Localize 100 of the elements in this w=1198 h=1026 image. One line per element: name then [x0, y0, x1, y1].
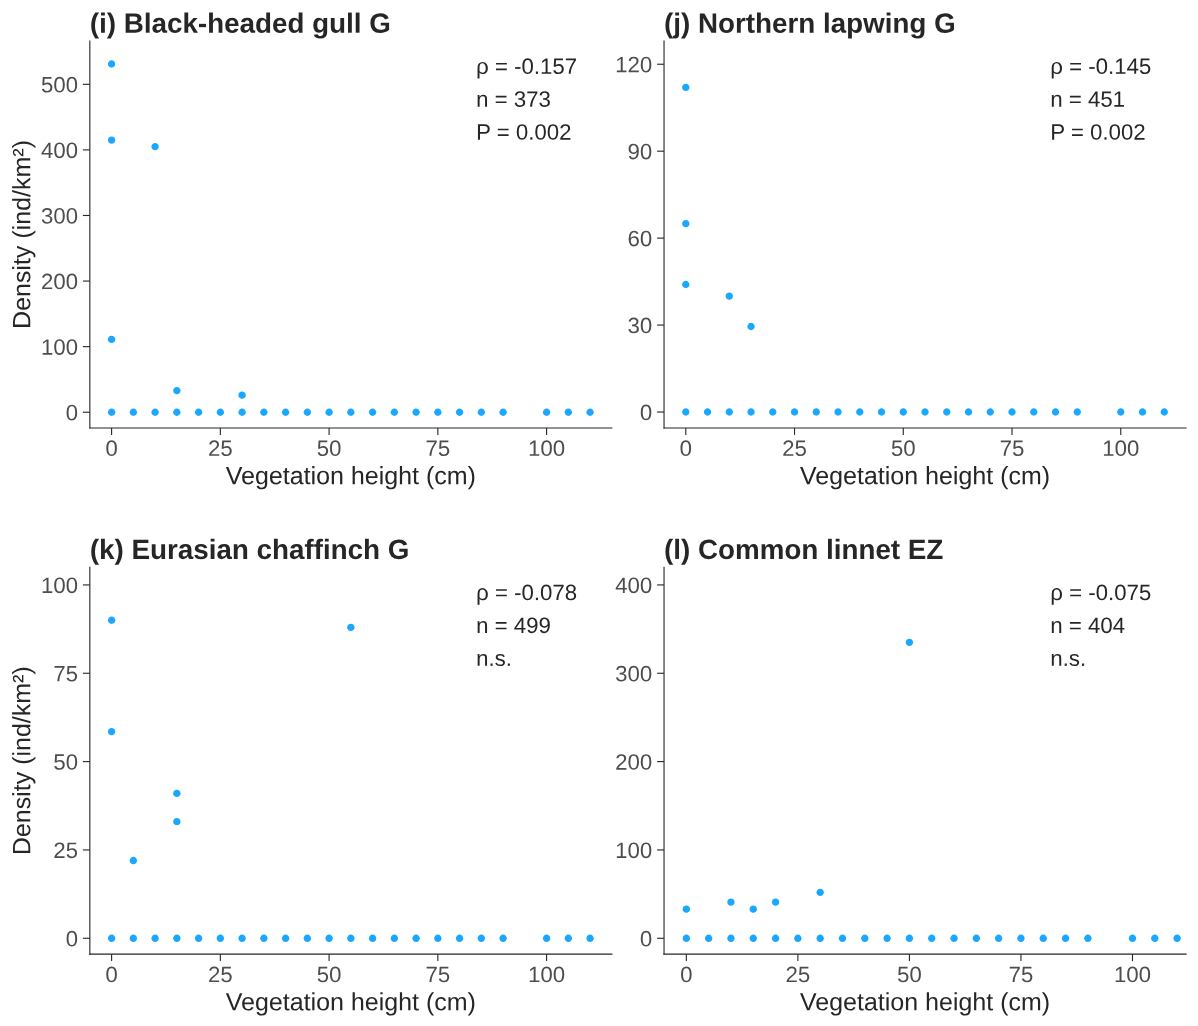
point: [151, 934, 159, 942]
point: [1030, 408, 1038, 416]
point: [173, 934, 181, 942]
point: [542, 934, 551, 942]
point: [216, 934, 225, 942]
point: [151, 142, 159, 151]
point: [1008, 408, 1016, 416]
y-tick-label: 120: [616, 56, 652, 73]
point: [564, 934, 573, 942]
point: [281, 408, 290, 416]
y-tick-label: 50: [54, 754, 78, 770]
point: [173, 789, 181, 798]
x-axis-title: Vegetation height (cm): [800, 466, 1049, 490]
point: [129, 856, 138, 865]
point: [499, 934, 507, 942]
x-tick-label: 50: [897, 966, 921, 983]
point: [477, 408, 486, 416]
point: [725, 292, 733, 300]
point: [682, 905, 691, 913]
point: [281, 934, 290, 942]
annotation: P = 0.002: [1052, 124, 1145, 140]
point: [1061, 934, 1070, 942]
point: [107, 136, 116, 144]
annotation: n = 404: [1051, 617, 1125, 634]
point: [390, 934, 399, 942]
point: [1138, 408, 1147, 416]
y-tick-label: 100: [42, 339, 78, 355]
point: [1017, 934, 1025, 942]
point: [838, 934, 847, 942]
annotation: ρ = -0.078: [477, 584, 577, 605]
y-tick-label: 500: [41, 76, 78, 93]
point: [542, 408, 551, 416]
point: [816, 888, 824, 897]
annotation: n.s.: [477, 653, 510, 667]
point: [994, 934, 1003, 942]
x-axis-title: Vegetation height (cm): [225, 992, 475, 1016]
point: [883, 934, 891, 942]
point: [368, 408, 377, 416]
x-tick-label: 0: [106, 440, 117, 457]
point: [771, 898, 780, 906]
point: [682, 934, 691, 942]
point: [921, 408, 929, 416]
point: [107, 934, 116, 942]
y-tick-label: 100: [616, 842, 652, 859]
point: [972, 934, 981, 942]
y-tick-label: 90: [628, 143, 652, 160]
annotation: ρ = -0.157: [477, 58, 576, 79]
point: [238, 408, 246, 416]
x-tick-label: 25: [783, 440, 806, 457]
point: [347, 934, 355, 942]
point: [1073, 408, 1081, 416]
point: [216, 408, 225, 416]
point: [173, 408, 181, 416]
x-tick-label: 50: [317, 440, 341, 457]
point: [107, 727, 116, 736]
point: [1051, 408, 1060, 416]
y-tick-label: 0: [640, 404, 652, 421]
x-tick-label: 75: [1009, 966, 1033, 983]
x-tick-label: 100: [529, 440, 565, 457]
annotation: P = 0.002: [477, 124, 571, 140]
point: [682, 219, 690, 228]
point: [682, 408, 690, 416]
point: [455, 408, 464, 416]
point: [368, 934, 377, 942]
point: [1160, 408, 1168, 416]
point: [564, 408, 573, 416]
point: [1039, 934, 1047, 942]
annotation: ρ = -0.075: [1051, 584, 1151, 605]
point: [790, 408, 799, 416]
point: [1084, 934, 1092, 942]
point: [151, 408, 159, 416]
point: [347, 408, 355, 416]
point: [586, 408, 594, 416]
point: [129, 408, 138, 416]
x-tick-label: 0: [681, 966, 692, 983]
point: [899, 408, 907, 416]
point: [260, 408, 268, 416]
point: [586, 934, 594, 942]
point: [1117, 408, 1125, 416]
point: [727, 898, 735, 906]
point: [703, 408, 712, 416]
point: [325, 934, 333, 942]
point: [725, 408, 733, 416]
point: [834, 408, 842, 416]
point: [434, 408, 442, 416]
point: [861, 934, 869, 942]
x-tick-label: 75: [426, 966, 450, 983]
y-axis-title: Density (ind/km²): [12, 141, 36, 327]
point: [434, 934, 442, 942]
annotation: n.s.: [1051, 653, 1085, 667]
point: [412, 408, 420, 416]
point: [747, 322, 755, 331]
point: [812, 408, 820, 416]
x-tick-label: 0: [680, 440, 692, 457]
point: [1173, 934, 1181, 942]
point: [704, 934, 713, 942]
point: [794, 934, 802, 942]
annotation: ρ = -0.145: [1051, 58, 1151, 79]
y-tick-label: 200: [42, 273, 78, 290]
point: [682, 83, 690, 92]
